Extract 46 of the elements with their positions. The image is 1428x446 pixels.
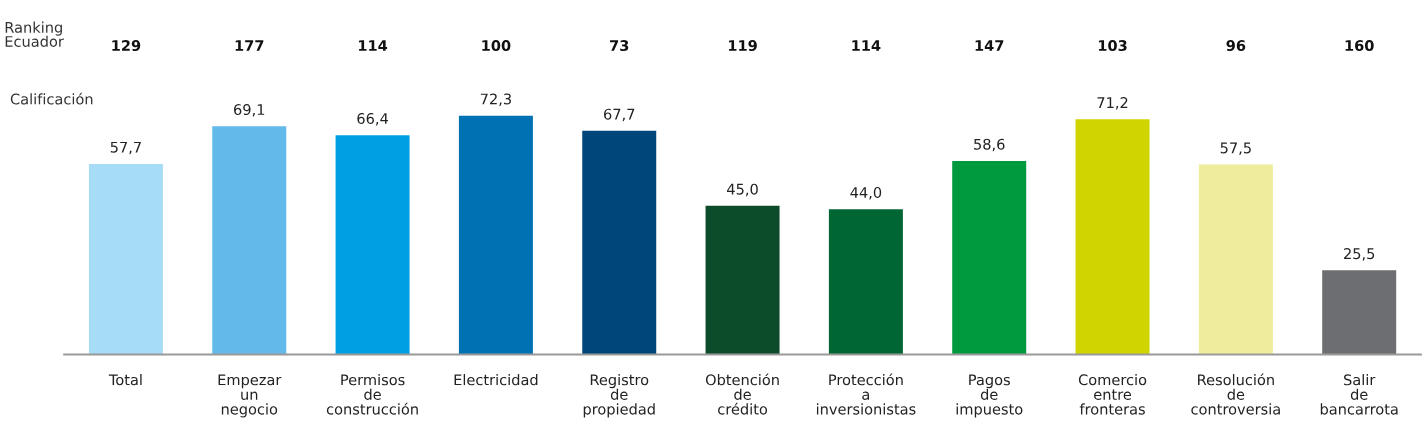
bar [88,163,163,355]
data-label: 58,6 [974,138,1005,152]
text: 177 [235,40,264,51]
text: 114 [359,40,388,51]
data-label: 67,7 [604,108,635,122]
x-tick-label: Electricidad [454,374,538,386]
x-tick-label: Pagos de impuesto [956,374,1023,418]
x-tick-label: Permisos de construcción [326,374,418,415]
text: 147 [975,40,1004,51]
text: 160 [1345,40,1374,52]
x-tick-label: Resolución de controversia [1191,373,1280,415]
data-label: 57,5 [1220,142,1251,155]
data-label: 72,3 [480,93,511,106]
x-tick-label: Obtención de crédito [705,373,779,415]
data-label: 71,2 [1097,97,1128,110]
x-tick-label: Registro de propiedad [583,374,655,418]
x-tick-label: Comercio entre fronteras [1078,374,1147,415]
text: 100 [482,40,511,52]
data-label: 25,5 [1344,248,1375,261]
text: Ranking Ecuador [5,21,64,47]
bar [335,135,410,355]
data-label: 44,0 [850,186,882,200]
bar [582,130,657,355]
text: 114 [852,40,881,51]
text: 119 [728,40,757,52]
bar [1198,164,1273,355]
data-label: 57,7 [110,141,141,155]
data-label: 66,4 [357,112,388,126]
bar [828,209,903,355]
bar [952,160,1027,355]
data-label: 45,0 [727,183,758,197]
bar [1322,270,1397,355]
bar [1075,119,1150,355]
x-tick-label: Total [108,374,142,386]
x-tick-label: Salir de bancarrota [1320,374,1398,415]
x-tick-label: Protección a inversionistas [816,373,916,415]
bar [212,126,287,355]
y-axis-title: Calificación [10,92,93,105]
text: 96 [1226,40,1246,52]
data-label: 69,1 [234,104,265,117]
text: 129 [112,40,141,52]
bar [705,205,780,355]
text: 73 [610,40,629,52]
text: 103 [1098,40,1127,52]
x-tick-label: Empezar un negocio [218,374,282,418]
bar [458,115,533,355]
